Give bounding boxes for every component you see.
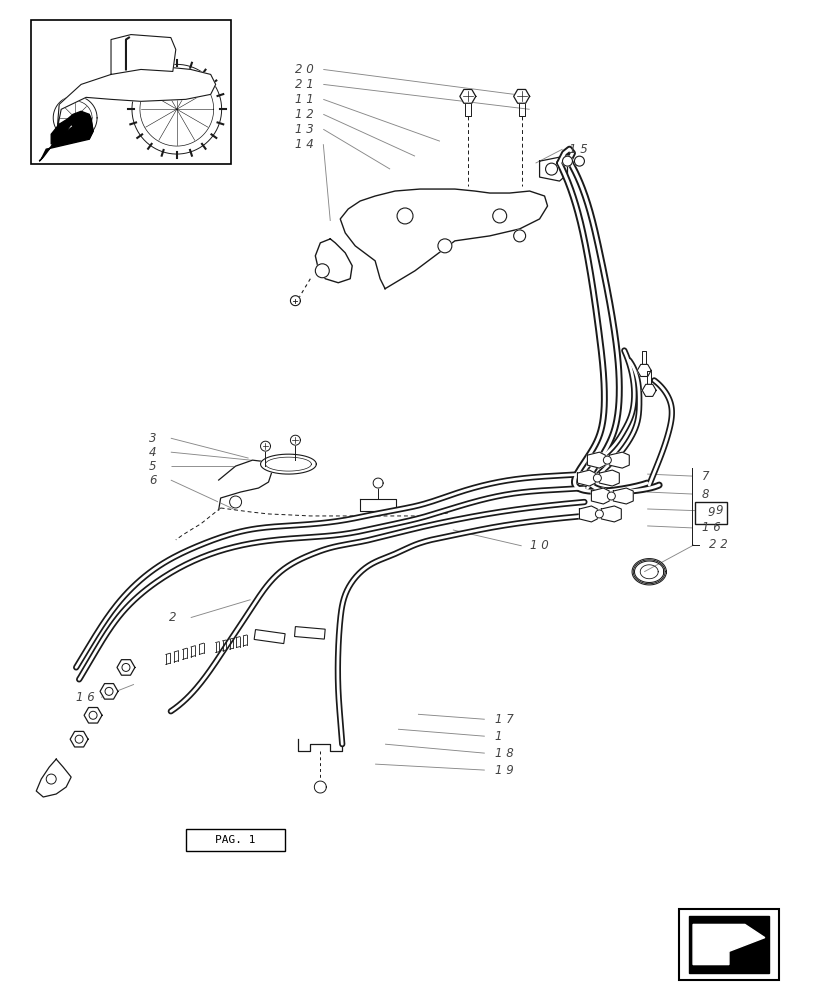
Text: 1: 1 (494, 730, 502, 743)
Polygon shape (340, 189, 547, 289)
Circle shape (603, 456, 610, 464)
Polygon shape (642, 384, 655, 396)
Circle shape (75, 735, 83, 743)
Polygon shape (100, 684, 118, 699)
Polygon shape (590, 488, 609, 504)
Circle shape (593, 474, 600, 482)
Circle shape (397, 208, 413, 224)
Text: 3: 3 (149, 432, 156, 445)
Bar (185, 829, 285, 851)
Circle shape (607, 492, 614, 500)
Text: 2 2: 2 2 (708, 538, 727, 551)
Polygon shape (70, 731, 88, 747)
Polygon shape (579, 506, 596, 522)
Polygon shape (600, 506, 620, 522)
Polygon shape (261, 441, 270, 451)
Circle shape (492, 209, 506, 223)
Text: 9: 9 (706, 506, 714, 519)
Text: 1 6: 1 6 (701, 521, 720, 534)
Text: 2 0: 2 0 (295, 63, 313, 76)
Bar (694, 502, 726, 524)
Text: 9: 9 (715, 504, 722, 517)
Polygon shape (586, 452, 605, 468)
Text: 1 9: 1 9 (494, 764, 513, 777)
Circle shape (562, 156, 571, 166)
Circle shape (89, 711, 97, 719)
Text: 7: 7 (701, 470, 709, 483)
Text: 1 1: 1 1 (295, 93, 313, 106)
Polygon shape (39, 114, 93, 161)
Polygon shape (298, 739, 342, 751)
Polygon shape (290, 296, 300, 306)
Circle shape (574, 156, 584, 166)
Polygon shape (373, 478, 383, 488)
Bar (678, 909, 778, 980)
Polygon shape (513, 89, 529, 103)
Text: 2 1: 2 1 (295, 78, 313, 91)
Text: 6: 6 (149, 474, 156, 487)
Circle shape (595, 510, 603, 518)
Text: 1 7: 1 7 (494, 713, 513, 726)
Circle shape (229, 496, 241, 508)
Polygon shape (609, 452, 629, 468)
Polygon shape (111, 35, 175, 74)
Polygon shape (688, 916, 768, 973)
Polygon shape (459, 89, 476, 103)
Polygon shape (84, 708, 102, 723)
Bar (254, 630, 284, 644)
Circle shape (545, 163, 557, 175)
Circle shape (315, 264, 329, 278)
Polygon shape (261, 454, 316, 474)
Text: 1 2: 1 2 (295, 108, 313, 121)
Text: 1 4: 1 4 (295, 138, 313, 151)
Bar (294, 627, 325, 639)
Polygon shape (290, 435, 300, 445)
Text: 4: 4 (149, 446, 156, 459)
Text: 1 8: 1 8 (494, 747, 513, 760)
Polygon shape (539, 157, 566, 181)
Text: 1 5: 1 5 (569, 143, 587, 156)
Polygon shape (117, 660, 135, 675)
Circle shape (513, 230, 525, 242)
Circle shape (437, 239, 452, 253)
Polygon shape (57, 67, 215, 129)
Polygon shape (218, 460, 272, 510)
Polygon shape (51, 111, 93, 144)
Polygon shape (576, 470, 595, 486)
Polygon shape (637, 364, 650, 376)
Circle shape (46, 774, 56, 784)
Polygon shape (315, 239, 351, 283)
Polygon shape (314, 781, 326, 793)
Bar (31, 20, 231, 164)
Polygon shape (360, 499, 395, 511)
Text: 2: 2 (169, 611, 176, 624)
Polygon shape (692, 924, 764, 965)
Text: 8: 8 (701, 488, 709, 501)
Text: 1 6: 1 6 (76, 691, 95, 704)
Polygon shape (599, 470, 619, 486)
Text: 1 3: 1 3 (295, 123, 313, 136)
Circle shape (122, 663, 130, 671)
Text: 5: 5 (149, 460, 156, 473)
Text: 1 0: 1 0 (529, 539, 547, 552)
Circle shape (105, 687, 112, 695)
Polygon shape (36, 759, 71, 797)
Text: PAG. 1: PAG. 1 (215, 835, 256, 845)
Polygon shape (613, 488, 633, 504)
